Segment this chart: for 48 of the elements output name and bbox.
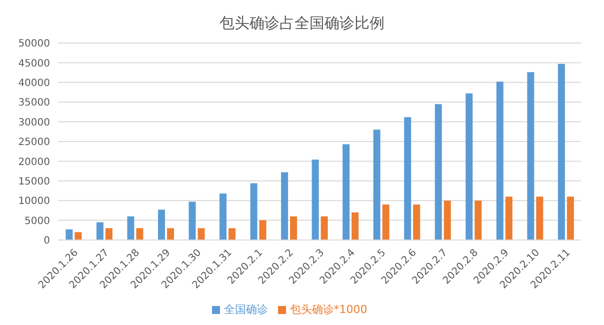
bar (536, 196, 544, 240)
bar (566, 196, 574, 240)
bar (281, 172, 288, 240)
bar (505, 196, 512, 240)
bar (352, 212, 359, 240)
y-tick-label: 10000 (18, 196, 50, 208)
bar (382, 204, 390, 240)
y-tick-label: 45000 (18, 58, 50, 70)
bar (312, 160, 319, 240)
y-tick-label: 5000 (24, 216, 50, 227)
bar (228, 228, 236, 240)
bar (474, 200, 482, 240)
chart-title: 包头确诊占全国确诊比例 (218, 13, 386, 34)
y-tick-label: 25000 (18, 137, 50, 148)
y-tick-label: 20000 (18, 156, 50, 168)
bar (434, 104, 442, 240)
bar (166, 228, 174, 240)
y-tick-label: 0 (44, 236, 50, 247)
bar (136, 228, 144, 240)
bar (342, 144, 350, 240)
bar (558, 64, 565, 240)
legend-label: 全国确诊 (224, 303, 268, 316)
bar (373, 130, 380, 240)
bar (404, 117, 412, 240)
bar (496, 82, 504, 240)
bar (444, 200, 451, 240)
bar (290, 216, 298, 240)
bar (220, 194, 227, 240)
bar (320, 216, 328, 240)
bar (413, 204, 420, 240)
bar (105, 228, 112, 240)
bar (466, 93, 473, 240)
bar (250, 183, 258, 240)
bar (527, 72, 534, 240)
y-tick-label: 15000 (18, 176, 50, 188)
bar (127, 216, 134, 240)
y-tick-label: 40000 (18, 78, 50, 89)
y-tick-label: 35000 (18, 98, 50, 109)
y-tick-label: 30000 (18, 117, 50, 128)
bar (188, 202, 196, 240)
bar (198, 228, 205, 240)
bar (66, 229, 73, 240)
bar (74, 232, 82, 240)
y-tick-label: 50000 (18, 38, 50, 50)
legend-label: 包头确诊*1000 (290, 303, 368, 316)
bar (96, 222, 104, 240)
bar (259, 220, 266, 240)
bar (158, 210, 165, 240)
